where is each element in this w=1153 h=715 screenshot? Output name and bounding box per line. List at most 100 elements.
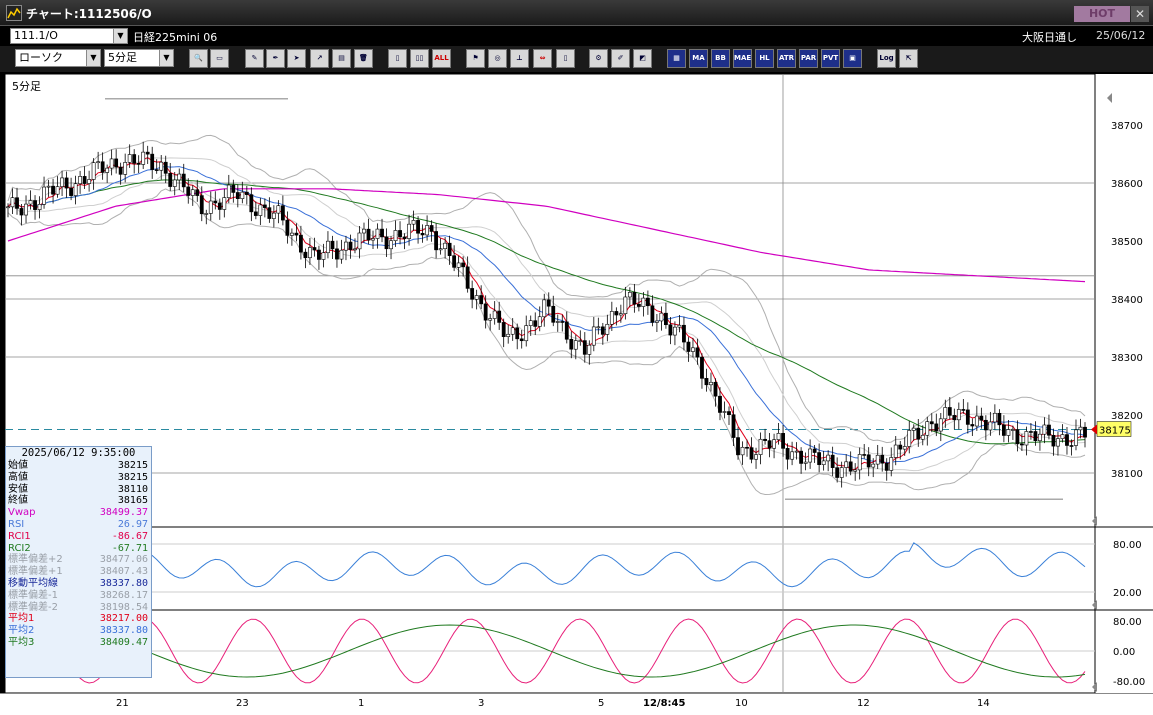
draw-line-icon[interactable]: ✎ (245, 49, 264, 68)
log-button[interactable]: Log (877, 49, 896, 68)
scroll-marker-icon (1107, 93, 1112, 103)
info-value: 38409.47 (99, 636, 148, 648)
chevron-down-icon[interactable]: ▼ (159, 50, 173, 66)
candle-body (997, 412, 1002, 426)
y-tick-label: 38300 (1111, 353, 1143, 364)
info-row: 平均2 38337.80 (6, 625, 151, 637)
candle-body (682, 324, 686, 343)
candle-body (217, 202, 222, 210)
par-button[interactable]: PAR (799, 49, 818, 68)
candle-body (569, 338, 574, 350)
info-row: Vwap 38499.37 (6, 507, 151, 519)
ma-button[interactable]: MA (689, 49, 708, 68)
candle-pair-icon[interactable]: ▯▯ (410, 49, 429, 68)
indicator-icon[interactable]: ▦ (667, 49, 686, 68)
info-row: RCI2 -67.71 (6, 543, 151, 555)
candle-body (848, 461, 853, 472)
zoom-icon[interactable]: 🔍 (189, 49, 208, 68)
tool-icon[interactable]: ✐ (611, 49, 630, 68)
search-chart-icon[interactable]: ◎ (488, 49, 507, 68)
arrow-tool-icon[interactable]: ↗ (310, 49, 329, 68)
info-row: 平均1 38217.00 (6, 613, 151, 625)
scale-icon[interactable]: ⊥ (510, 49, 529, 68)
candle-body (267, 207, 272, 219)
candle-body (632, 291, 637, 305)
candle-body (181, 173, 186, 188)
candle-body (447, 242, 452, 256)
candle-body (704, 378, 709, 386)
info-label: RCI1 (8, 530, 31, 542)
pen-icon[interactable]: ✒ (266, 49, 285, 68)
session-date: 25/06/12 (1096, 29, 1146, 42)
chevron-down-icon[interactable]: ▼ (113, 29, 127, 43)
settings-icon[interactable]: ⚙ (589, 49, 608, 68)
bb-button[interactable]: BB (711, 49, 730, 68)
close-icon[interactable]: ✕ (1131, 6, 1149, 22)
cursor-icon[interactable]: ➤ (287, 49, 306, 68)
candle-body (271, 212, 276, 219)
candle-body (988, 421, 993, 431)
candle-body (866, 454, 871, 468)
info-row: 標準偏差+2 38477.06 (6, 554, 151, 566)
candle-body (686, 341, 691, 352)
export-icon[interactable]: ⇱ (899, 49, 918, 68)
hl-button[interactable]: HL (755, 49, 774, 68)
candle-body (920, 434, 925, 440)
symbol-select[interactable]: 111.1/O ▼ (10, 28, 128, 44)
info-value: 38165 (117, 495, 148, 507)
info-label: 平均1 (8, 613, 35, 625)
chart-canvas[interactable]: 38700 38600 38500 38400 38300 38200 38100 38175… (5, 74, 1153, 693)
chart-type-select[interactable]: ローソク ▼ (15, 49, 101, 67)
chevron-down-icon[interactable]: ▼ (86, 50, 100, 66)
candle-body (497, 310, 502, 323)
chart-area[interactable]: 38700 38600 38500 38400 38300 38200 38100 38175… (5, 74, 1153, 693)
candle-body (276, 205, 281, 214)
x-label: 1 (358, 698, 365, 709)
candle-body (46, 185, 51, 188)
candle-body (893, 444, 898, 458)
candle-body (150, 153, 155, 170)
overlay-icon[interactable]: ⚑ (466, 49, 485, 68)
candle-body (344, 241, 348, 251)
note-icon[interactable]: ▤ (332, 49, 351, 68)
candle-body (524, 325, 529, 342)
rci-tick-label: 80.00 (1113, 617, 1142, 628)
candle-body (754, 454, 758, 460)
candle-body (1001, 424, 1006, 436)
candle-body (1051, 434, 1056, 447)
info-label: Vwap (8, 507, 36, 519)
candle-body (488, 318, 493, 321)
all-button[interactable]: ALL (432, 49, 451, 68)
rci2-line (7, 624, 1086, 678)
candle-body (240, 191, 245, 199)
info-value: -67.71 (111, 542, 148, 554)
candle-body (673, 326, 677, 336)
candle-body (168, 173, 173, 187)
candle-body (582, 340, 587, 355)
pvt-button[interactable]: PVT (821, 49, 840, 68)
candle-body (24, 203, 28, 216)
candle-body (745, 446, 749, 449)
period-select[interactable]: 5分足 ▼ (104, 49, 174, 67)
atr-button[interactable]: ATR (777, 49, 796, 68)
hot-button[interactable]: HOT (1074, 6, 1130, 22)
candle-body (736, 437, 740, 456)
range-icon[interactable]: ⇔ (533, 49, 552, 68)
candle-body (627, 291, 632, 298)
info-value: 38407.43 (99, 566, 148, 578)
candle-body (1010, 429, 1015, 431)
candle-body (803, 461, 808, 464)
candle-body (37, 204, 42, 210)
info-label: 標準偏差+1 (8, 566, 63, 578)
mae-button[interactable]: MAE (733, 49, 752, 68)
trash-icon[interactable]: 🗑 (354, 49, 373, 68)
candle-body (6, 206, 10, 209)
moving-average-2 (7, 165, 1086, 464)
candle-body (533, 320, 538, 327)
box-icon[interactable]: ▣ (843, 49, 862, 68)
color-icon[interactable]: ◩ (633, 49, 652, 68)
candle-body (668, 324, 673, 336)
rsi-tick-label: 20.00 (1113, 588, 1142, 599)
window-icon[interactable]: ▭ (210, 49, 229, 68)
candle-icon[interactable]: ▯ (388, 49, 407, 68)
